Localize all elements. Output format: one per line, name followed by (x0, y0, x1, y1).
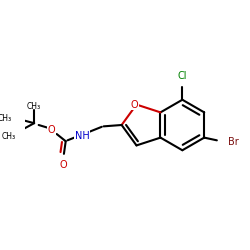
Text: CH₃: CH₃ (0, 114, 12, 123)
Text: O: O (131, 100, 138, 110)
Text: Cl: Cl (178, 71, 187, 81)
Text: O: O (59, 160, 67, 170)
Text: O: O (48, 124, 55, 134)
Text: CH₃: CH₃ (2, 132, 16, 141)
Text: NH: NH (74, 131, 89, 141)
Text: Br: Br (228, 137, 238, 147)
Text: CH₃: CH₃ (27, 102, 41, 112)
